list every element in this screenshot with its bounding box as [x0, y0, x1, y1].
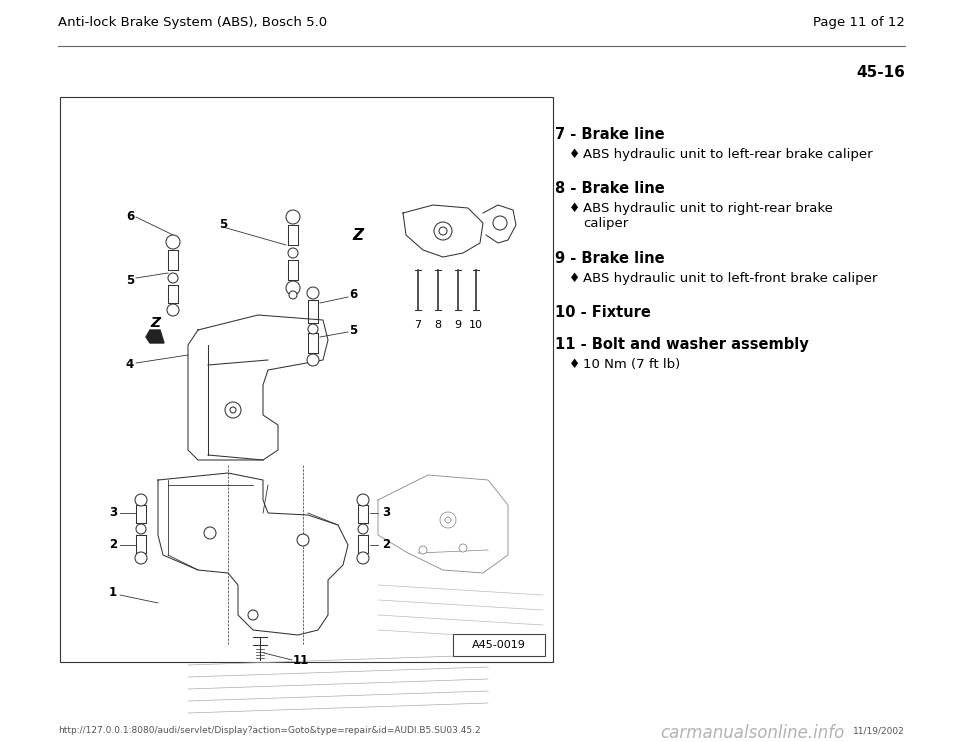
- Circle shape: [168, 273, 178, 283]
- Text: ♦: ♦: [569, 203, 580, 215]
- Text: Page 11 of 12: Page 11 of 12: [813, 16, 905, 29]
- Text: ♦: ♦: [569, 148, 580, 161]
- Text: 45-16: 45-16: [856, 65, 905, 80]
- Circle shape: [357, 552, 369, 564]
- Text: 3: 3: [382, 507, 390, 519]
- Text: ABS hydraulic unit to right-rear brake: ABS hydraulic unit to right-rear brake: [583, 203, 833, 215]
- Text: 1: 1: [108, 586, 117, 600]
- Circle shape: [204, 527, 216, 539]
- Text: ABS hydraulic unit to left-front brake caliper: ABS hydraulic unit to left-front brake c…: [583, 272, 877, 285]
- Circle shape: [230, 407, 236, 413]
- Circle shape: [248, 610, 258, 620]
- Circle shape: [434, 222, 452, 240]
- Text: 10 Nm (7 ft lb): 10 Nm (7 ft lb): [583, 358, 681, 370]
- Text: 11: 11: [293, 654, 309, 666]
- Text: ABS hydraulic unit to left-rear brake caliper: ABS hydraulic unit to left-rear brake ca…: [583, 148, 873, 161]
- Text: 5: 5: [348, 324, 357, 337]
- Circle shape: [135, 552, 147, 564]
- Text: Z: Z: [352, 228, 364, 243]
- Circle shape: [308, 324, 318, 334]
- Circle shape: [445, 517, 451, 523]
- Text: 6: 6: [348, 289, 357, 301]
- Circle shape: [167, 304, 179, 316]
- Text: 11/19/2002: 11/19/2002: [853, 726, 905, 735]
- Text: 10 - Fixture: 10 - Fixture: [555, 305, 651, 320]
- Text: A45-0019: A45-0019: [472, 640, 526, 650]
- Circle shape: [136, 524, 146, 534]
- Text: 9: 9: [454, 320, 462, 330]
- Text: 8: 8: [435, 320, 442, 330]
- Text: 8 - Brake line: 8 - Brake line: [555, 181, 664, 197]
- Circle shape: [297, 534, 309, 546]
- Text: carmanualsonline.info: carmanualsonline.info: [660, 724, 844, 742]
- Bar: [453, 634, 545, 656]
- Circle shape: [419, 546, 427, 554]
- Circle shape: [225, 402, 241, 418]
- Circle shape: [307, 354, 319, 366]
- Text: 5: 5: [219, 218, 228, 232]
- Circle shape: [358, 524, 368, 534]
- Circle shape: [440, 512, 456, 528]
- Bar: [60, 97, 553, 662]
- Circle shape: [288, 248, 298, 258]
- Text: 6: 6: [126, 211, 134, 223]
- Text: 7: 7: [415, 320, 421, 330]
- Text: Anti-lock Brake System (ABS), Bosch 5.0: Anti-lock Brake System (ABS), Bosch 5.0: [58, 16, 327, 29]
- Text: 2: 2: [382, 539, 390, 551]
- Text: 11 - Bolt and washer assembly: 11 - Bolt and washer assembly: [555, 337, 808, 352]
- Text: 9 - Brake line: 9 - Brake line: [555, 251, 664, 266]
- Text: 7 - Brake line: 7 - Brake line: [555, 127, 664, 142]
- Text: 3: 3: [108, 507, 117, 519]
- Circle shape: [135, 494, 147, 506]
- Text: 10: 10: [469, 320, 483, 330]
- Text: http://127.0.0.1:8080/audi/servlet/Display?action=Goto&type=repair&id=AUDI.B5.SU: http://127.0.0.1:8080/audi/servlet/Displ…: [58, 726, 481, 735]
- Text: caliper: caliper: [583, 217, 628, 231]
- Text: Z: Z: [150, 316, 160, 330]
- Circle shape: [357, 494, 369, 506]
- Text: 4: 4: [126, 358, 134, 372]
- Circle shape: [307, 287, 319, 299]
- Circle shape: [286, 210, 300, 224]
- Text: ♦: ♦: [569, 272, 580, 285]
- Circle shape: [493, 216, 507, 230]
- Circle shape: [286, 281, 300, 295]
- Circle shape: [459, 544, 467, 552]
- Text: ♦: ♦: [569, 358, 580, 370]
- Polygon shape: [146, 330, 164, 343]
- Circle shape: [166, 235, 180, 249]
- Circle shape: [289, 291, 297, 299]
- Text: 5: 5: [126, 274, 134, 286]
- Text: 2: 2: [108, 539, 117, 551]
- Circle shape: [439, 227, 447, 235]
